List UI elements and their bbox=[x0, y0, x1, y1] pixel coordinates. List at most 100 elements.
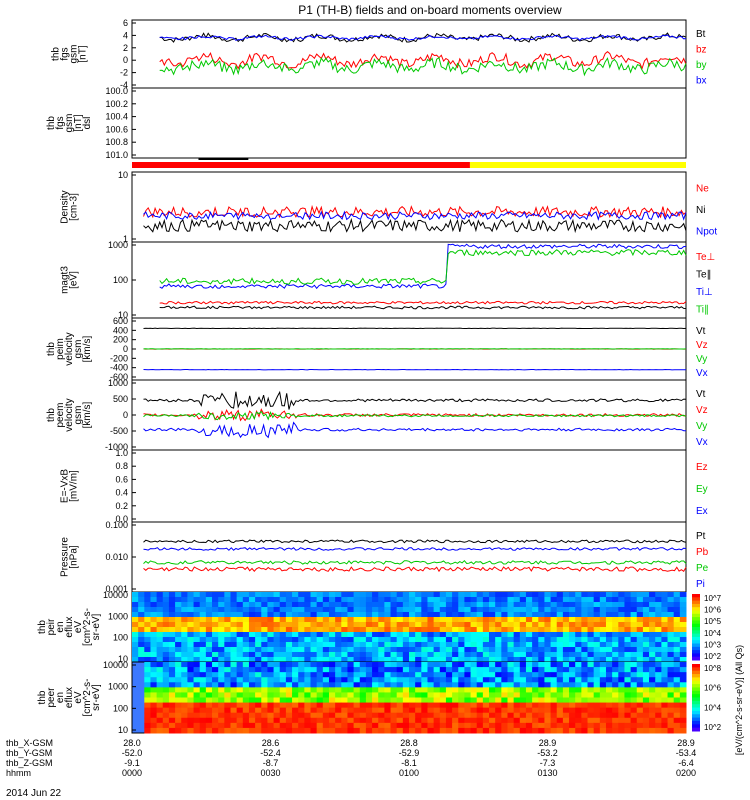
spectrogram-cell bbox=[679, 707, 687, 714]
spectrogram-cell bbox=[519, 712, 527, 719]
spectrogram-cell bbox=[636, 702, 644, 709]
spectrogram-cell bbox=[292, 727, 299, 734]
spectrogram-cell bbox=[224, 642, 231, 648]
spectrogram-cell bbox=[649, 607, 656, 613]
spectrogram-cell bbox=[328, 717, 336, 724]
colorbar-segment bbox=[692, 667, 700, 672]
spectrogram-cell bbox=[150, 602, 158, 608]
spectrogram-cell bbox=[415, 597, 422, 603]
spectrogram-cell bbox=[587, 592, 595, 598]
spectrogram-cell bbox=[581, 652, 589, 658]
spectrogram-cell bbox=[605, 687, 613, 693]
spectrogram-cell bbox=[205, 702, 213, 709]
y-tick-label: 100 bbox=[113, 275, 128, 285]
spectrogram-cell bbox=[304, 697, 312, 704]
axis-row-value: -53.2 bbox=[537, 748, 558, 758]
colorbar-segment bbox=[692, 597, 700, 602]
spectrogram-cell bbox=[212, 717, 219, 724]
spectrogram-cell bbox=[519, 717, 527, 724]
spectrogram-cell bbox=[439, 702, 447, 709]
spectrogram-cell bbox=[181, 657, 188, 663]
spectrogram-cell bbox=[679, 702, 687, 709]
spectrogram-cell bbox=[285, 692, 293, 698]
spectrogram-cell bbox=[544, 697, 552, 704]
spectrogram-cell bbox=[372, 712, 379, 719]
spectrogram-cell bbox=[519, 707, 527, 714]
spectrogram-cell bbox=[636, 642, 644, 648]
spectrogram-cell bbox=[390, 607, 398, 613]
spectrogram-cell bbox=[519, 722, 527, 729]
spectrogram-cell bbox=[347, 727, 355, 734]
colorbar-tick-label: 10^4 bbox=[704, 629, 722, 638]
spectrogram-cell bbox=[193, 602, 201, 608]
spectrogram-cell bbox=[581, 622, 589, 628]
spectrogram-cell bbox=[156, 597, 164, 603]
spectrogram-cell bbox=[624, 727, 632, 734]
spectrogram-cell bbox=[630, 677, 638, 683]
spectrogram-cell bbox=[575, 632, 582, 638]
y-axis-label: Pressure[nPa] bbox=[60, 537, 80, 577]
spectrogram-cell bbox=[636, 707, 644, 714]
spectrogram-cell bbox=[242, 697, 250, 704]
spectrogram-cell bbox=[452, 612, 459, 618]
spectrogram-cell bbox=[599, 672, 607, 678]
spectrogram-cell bbox=[667, 722, 675, 729]
spectrogram-cell bbox=[489, 717, 496, 724]
spectrogram-cell bbox=[679, 682, 687, 688]
spectrogram-cell bbox=[175, 672, 182, 678]
spectrogram-cell bbox=[279, 647, 287, 653]
spectrogram-cell bbox=[273, 627, 281, 633]
spectrogram-cell bbox=[581, 597, 589, 603]
spectrogram-cell bbox=[365, 612, 373, 618]
spectrogram-cell bbox=[605, 672, 613, 678]
spectrogram-cell bbox=[353, 642, 361, 648]
spectrogram-cell bbox=[150, 622, 158, 628]
spectrogram-cell bbox=[310, 607, 318, 613]
spectrogram-cell bbox=[501, 707, 508, 714]
spectrogram-cell bbox=[642, 602, 650, 608]
panel-frame bbox=[131, 241, 687, 319]
spectrogram-cell bbox=[575, 647, 582, 653]
spectrogram-cell bbox=[150, 717, 158, 724]
spectrogram-cell bbox=[335, 617, 342, 623]
spectrogram-cell bbox=[328, 702, 336, 709]
spectrogram-cell bbox=[532, 707, 539, 714]
spectrogram-cell bbox=[495, 712, 502, 719]
spectrogram-cell bbox=[255, 657, 262, 663]
spectrogram-cell bbox=[612, 677, 619, 683]
spectrogram-cell bbox=[181, 602, 188, 608]
spectrogram-cell bbox=[544, 727, 552, 734]
spectrogram-cell bbox=[335, 592, 342, 598]
spectrogram-cell bbox=[636, 622, 644, 628]
spectrogram-cell bbox=[310, 622, 318, 628]
y-axis-label: thbfgsgsm[nT] bbox=[51, 45, 89, 64]
spectrogram-cell bbox=[335, 687, 342, 693]
spectrogram-cell bbox=[427, 707, 435, 714]
spectrogram-cell bbox=[501, 627, 508, 633]
spectrogram-cell bbox=[452, 647, 459, 653]
spectrogram-cell bbox=[562, 592, 570, 598]
spectrogram-cell bbox=[347, 667, 355, 673]
spectrogram-cell bbox=[396, 712, 404, 719]
spectrogram-cell bbox=[421, 597, 428, 603]
spectrogram-cell bbox=[248, 697, 256, 704]
spectrogram-cell bbox=[519, 642, 527, 648]
spectrogram-cell bbox=[328, 667, 336, 673]
spectrogram-cell bbox=[248, 647, 256, 653]
spectrogram-cell bbox=[298, 727, 305, 734]
spectrogram-cell bbox=[421, 592, 428, 598]
spectrogram-cell bbox=[489, 637, 496, 643]
spectrogram-cell bbox=[273, 612, 281, 618]
spectrogram-cell bbox=[415, 622, 422, 628]
spectrogram-cell bbox=[328, 612, 336, 618]
spectrogram-cell bbox=[550, 617, 558, 623]
spectrogram-cell bbox=[593, 677, 601, 683]
spectrogram-cell bbox=[464, 602, 472, 608]
spectrogram-cell bbox=[310, 632, 318, 638]
spectrogram-cell bbox=[218, 652, 225, 658]
axis-row-value: 0100 bbox=[399, 768, 419, 778]
spectrogram-cell bbox=[273, 687, 281, 693]
spectrogram-cell bbox=[550, 652, 558, 658]
spectrogram-cell bbox=[365, 632, 373, 638]
axis-row-label: hhmm bbox=[6, 768, 31, 778]
